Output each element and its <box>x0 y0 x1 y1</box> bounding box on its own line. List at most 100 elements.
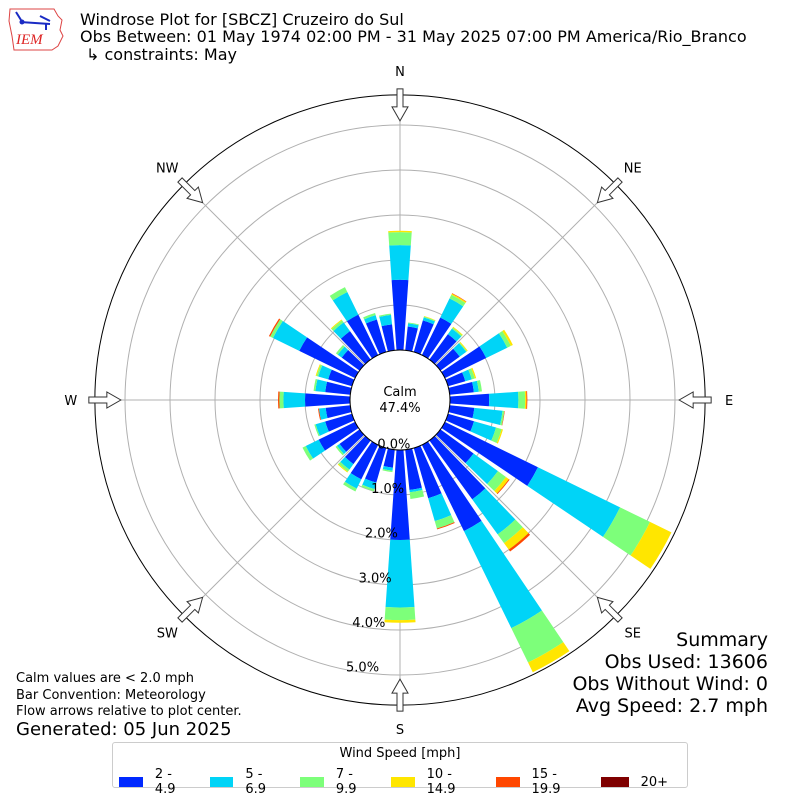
flow-arrow-icon <box>177 177 204 204</box>
bar-segment-210-1 <box>344 473 362 489</box>
bar-segment-320-2 <box>331 320 344 332</box>
bar-segment-240-2 <box>302 445 314 461</box>
legend-title: Wind Speed [mph] <box>339 746 461 761</box>
grid-spoke <box>435 183 617 365</box>
radial-tick-label: 3.0% <box>359 571 392 586</box>
bar-segment-340-1 <box>364 315 377 324</box>
bar-segment-190-1 <box>382 465 393 471</box>
bar-segment-220-2 <box>338 461 350 472</box>
bar-segment-80-1 <box>472 380 479 393</box>
bar-segment-250-2 <box>314 424 320 437</box>
bar-segment-10-2 <box>408 322 419 326</box>
bar-segment-90-4 <box>526 391 528 409</box>
bar-segment-170-0 <box>405 448 422 491</box>
bar-segment-150-2 <box>511 610 564 663</box>
bar-segment-160-1 <box>428 493 452 522</box>
legend-swatch <box>390 777 415 787</box>
bar-segment-0-1 <box>389 245 411 281</box>
bar-segment-20-0 <box>413 320 434 355</box>
bar-segment-240-1 <box>305 439 325 459</box>
radial-tick-label: 4.0% <box>352 616 385 631</box>
bar-segment-350-0 <box>381 324 395 352</box>
generated-date: Generated: 05 Jun 2025 <box>16 719 232 740</box>
bar-segment-90-0 <box>449 393 490 407</box>
legend-swatch <box>209 777 234 787</box>
bar-segment-140-3 <box>503 527 529 550</box>
grid-spoke <box>183 435 365 617</box>
bar-segment-290-3 <box>315 364 321 377</box>
bar-segment-130-2 <box>487 471 506 492</box>
bar-segment-70-3 <box>471 367 477 379</box>
bar-segment-100-1 <box>472 407 503 425</box>
bar-segment-180-0 <box>390 449 410 541</box>
bar-segment-350-2 <box>378 313 392 317</box>
bar-segment-230-2 <box>335 445 344 456</box>
legend-label: 5 - 6.9 <box>245 767 267 797</box>
bar-segment-300-2 <box>270 319 283 339</box>
bar-segment-350-1 <box>379 314 393 327</box>
bar-segment-50-0 <box>435 348 460 371</box>
legend-item: 10 - 14.9 <box>390 767 477 797</box>
bar-segment-340-0 <box>365 319 387 355</box>
compass-label-sw: SW <box>157 627 178 642</box>
bar-segment-180-1 <box>385 539 415 608</box>
compass-label-nw: NW <box>156 161 179 176</box>
legend-item: 15 - 19.9 <box>495 767 582 797</box>
bar-segment-100-2 <box>500 410 505 426</box>
obs-between: Obs Between: 01 May 1974 02:00 PM - 31 M… <box>80 27 747 46</box>
bar-segment-60-1 <box>479 333 508 358</box>
bar-segment-150-3 <box>528 642 570 673</box>
bar-segment-240-0 <box>318 421 359 451</box>
bar-segment-40-3 <box>452 326 463 336</box>
bar-segment-70-0 <box>445 372 466 387</box>
bar-segment-300-1 <box>272 320 308 351</box>
compass-label-w: W <box>64 394 77 409</box>
bar-segment-150-1 <box>463 520 542 629</box>
compass-label-ne: NE <box>624 161 642 176</box>
flow-arrow-icon <box>391 678 409 712</box>
bar-segment-70-2 <box>468 368 475 380</box>
bar-segment-190-0 <box>383 448 395 468</box>
summary-obs-without-wind: Obs Without Wind: 0 <box>572 673 768 695</box>
bar-segment-30-0 <box>421 317 452 359</box>
bar-segment-50-1 <box>453 343 467 357</box>
bar-segment-330-2 <box>329 287 348 301</box>
bar-segment-90-2 <box>518 391 526 409</box>
bar-segment-180-2 <box>384 606 416 621</box>
compass-label-s: S <box>396 723 404 738</box>
bar-segment-270-2 <box>279 391 284 409</box>
overlay: N NE E SE S SW W NW <box>64 65 733 738</box>
radial-tick-labels: 0.0% 1.0% 2.0% 3.0% 4.0% 5.0% <box>346 438 410 676</box>
summary-title: Summary <box>676 629 768 651</box>
bar-segment-30-2 <box>449 294 466 307</box>
bar-segment-10-0 <box>405 326 418 352</box>
bar-segment-160-4 <box>436 522 455 530</box>
legend-label: 7 - 9.9 <box>335 767 357 797</box>
bar-segment-140-0 <box>429 435 486 500</box>
flow-arrow-icon <box>596 177 623 204</box>
calm-value: 47.4% <box>379 401 420 416</box>
summary-avg-speed: Avg Speed: 2.7 mph <box>575 695 768 717</box>
bar-segment-140-4 <box>508 533 531 552</box>
bar-segment-250-0 <box>325 413 355 432</box>
bar-segment-40-1 <box>447 328 462 342</box>
bar-segment-270-1 <box>283 391 306 409</box>
bar-segment-260-0 <box>325 405 352 419</box>
bar-segment-120-0 <box>441 421 538 486</box>
bar-segment-220-0 <box>344 435 371 465</box>
legend-item: 5 - 6.9 <box>209 767 282 797</box>
bar-segment-290-2 <box>316 364 323 377</box>
legend-label: 2 - 4.9 <box>154 767 176 797</box>
bar-segment-50-3 <box>459 341 468 352</box>
flow-arrows-note: Flow arrows relative to plot center. <box>16 704 242 719</box>
bar-segment-290-0 <box>328 369 355 387</box>
bar-segment-130-3 <box>494 476 509 494</box>
legend-item: 2 - 4.9 <box>119 767 191 797</box>
bar-segment-110-3 <box>496 429 503 444</box>
bar-segment-60-2 <box>498 331 511 348</box>
bar-segment-210-2 <box>343 481 357 492</box>
bar-segment-20-2 <box>423 316 436 322</box>
bar-segment-280-2 <box>313 378 318 392</box>
bar-segment-310-0 <box>341 349 365 371</box>
